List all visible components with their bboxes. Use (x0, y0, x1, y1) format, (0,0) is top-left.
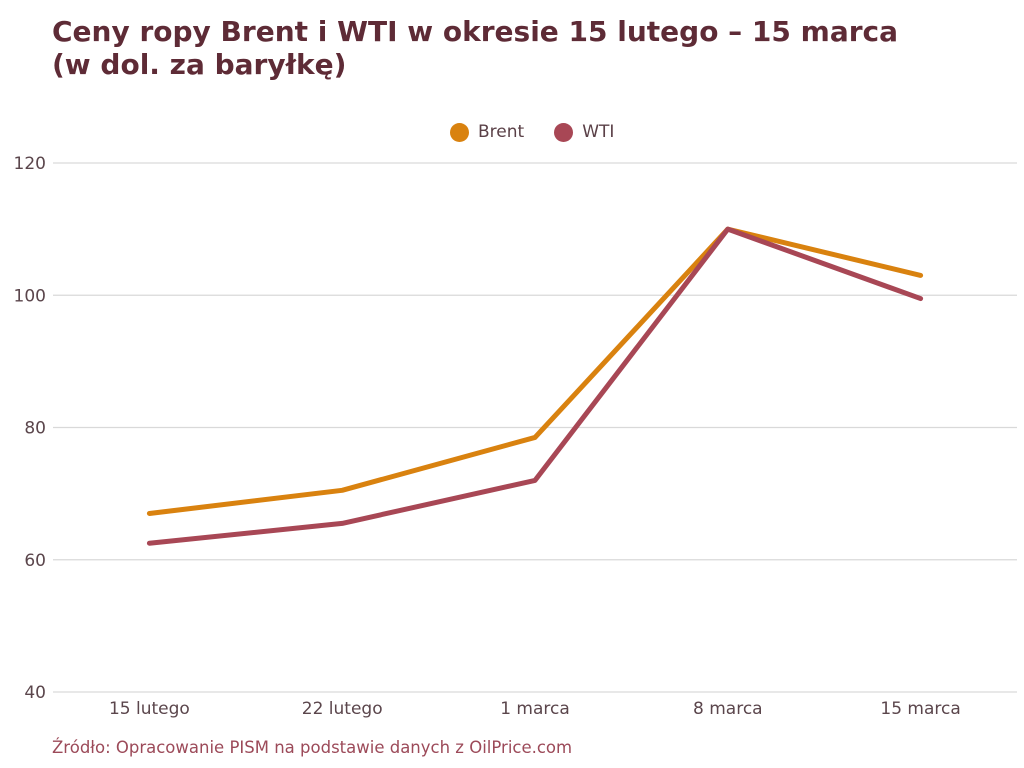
y-tick-label: 40 (24, 683, 46, 703)
legend-label-wti: WTI (582, 122, 615, 142)
y-tick-label: 80 (24, 419, 46, 439)
legend-item-wti: WTI (554, 122, 614, 142)
brent-series-dot-icon (450, 122, 469, 142)
y-tick-label: 60 (24, 551, 46, 571)
x-tick-label: 1 marca (500, 699, 570, 719)
x-tick-label: 15 marca (880, 699, 960, 719)
series-line-brent (146, 226, 924, 516)
chart-title: Ceny ropy Brent i WTI w okresie 15 luteg… (52, 15, 899, 82)
x-tick-label: 15 lutego (109, 699, 190, 719)
source-note: Źródło: Opracowanie PISM na podstawie da… (52, 738, 573, 757)
series-line-wti (146, 226, 924, 546)
wti-series-dot-icon (554, 122, 574, 142)
x-tick-label: 22 lutego (302, 699, 383, 719)
x-tick-label: 8 marca (693, 699, 763, 719)
y-tick-label: 100 (14, 286, 46, 306)
y-tick-label: 120 (14, 154, 46, 174)
chart-title-line1: Ceny ropy Brent i WTI w okresie 15 luteg… (52, 15, 899, 48)
legend: Brent WTI (450, 122, 614, 142)
legend-label-brent: Brent (478, 122, 525, 142)
chart-title-line2: (w dol. za baryłkę) (52, 47, 347, 81)
legend-item-brent: Brent (450, 122, 524, 142)
